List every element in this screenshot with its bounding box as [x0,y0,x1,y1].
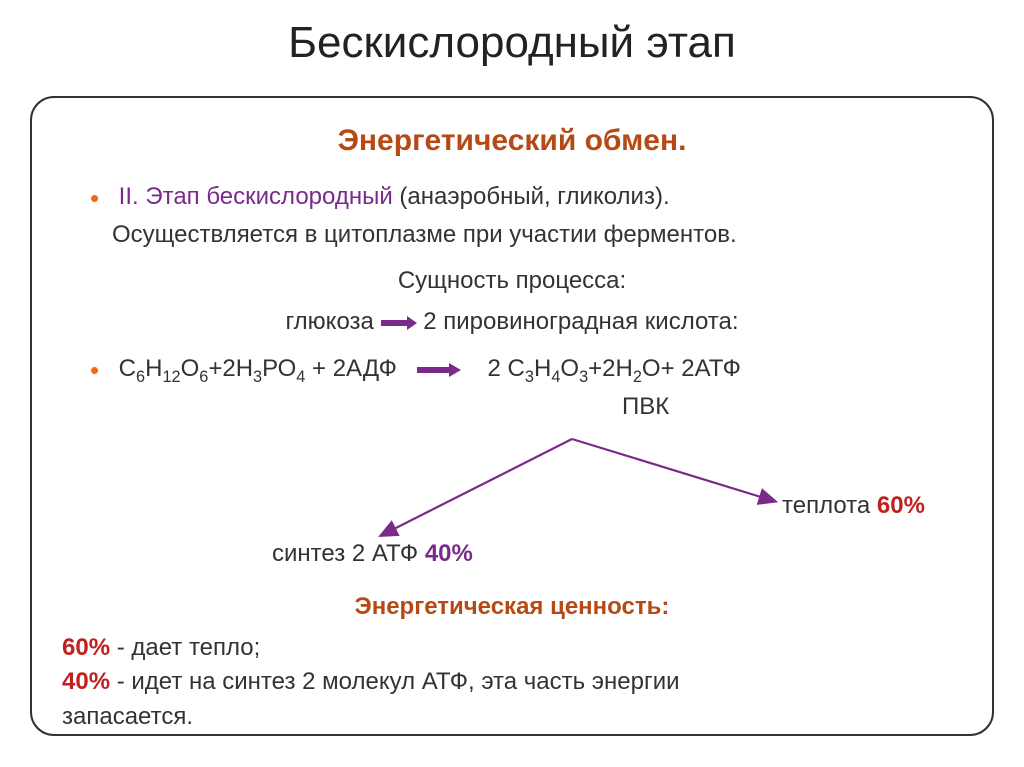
panel-heading: Энергетический обмен. [62,124,962,158]
value-heading: Энергетическая ценность: [62,593,962,621]
essence-left: глюкоза [285,308,373,335]
bullet-icon: • [90,180,112,218]
value-pct: 40% [62,668,110,695]
value-tail: запасается. [62,700,962,735]
stage-paren: (анаэробный, гликолиз). [393,183,670,210]
bullet-icon: • [90,352,112,390]
branch-synth-label: синтез 2 АТФ [272,540,425,567]
equation-under: ПВК [62,390,962,425]
value-row: 40% - идет на синтез 2 молекул АТФ, эта … [62,665,962,700]
value-dash: - [110,668,131,695]
value-text: идет на синтез 2 молекул АТФ, эта часть … [131,668,679,695]
branch-synth: синтез 2 АТФ 40% [272,537,473,572]
stage-label: II. Этап бескислородный [119,183,393,210]
branch-diagram: теплота 60% синтез 2 АТФ 40% [62,425,962,575]
essence-right: 2 пировиноградная кислота: [423,308,738,335]
value-text: дает тепло; [131,634,260,661]
slide-title: Бескислородный этап [0,0,1024,78]
arrow-right-icon [381,316,417,330]
essence-label: Сущность процесса: [62,264,962,299]
stage-desc: Осуществляется в цитоплазме при участии … [62,218,962,253]
stage-line-1: • II. Этап бескислородный (анаэробный, г… [62,180,962,218]
equation-rhs: 2 С3Н4О3+2Н2О+ 2АТФ [488,355,741,382]
branch-heat-label: теплота [782,492,877,519]
essence-line: глюкоза 2 пировиноградная кислота: [62,305,962,340]
value-pct: 60% [62,634,110,661]
equation-lhs: С6Н12О6+2Н3РО4 + 2АДФ [119,355,397,382]
arrow-right-icon [417,363,461,377]
branch-heat-pct: 60% [877,492,925,519]
branch-synth-pct: 40% [425,540,473,567]
branch-heat: теплота 60% [782,489,925,524]
value-row: 60% - дает тепло; [62,631,962,666]
content-panel: Энергетический обмен. • II. Этап бескисл… [30,96,994,736]
equation-row: • С6Н12О6+2Н3РО4 + 2АДФ 2 С3Н4О3+2Н2О+ 2… [62,352,962,390]
value-dash: - [110,634,131,661]
